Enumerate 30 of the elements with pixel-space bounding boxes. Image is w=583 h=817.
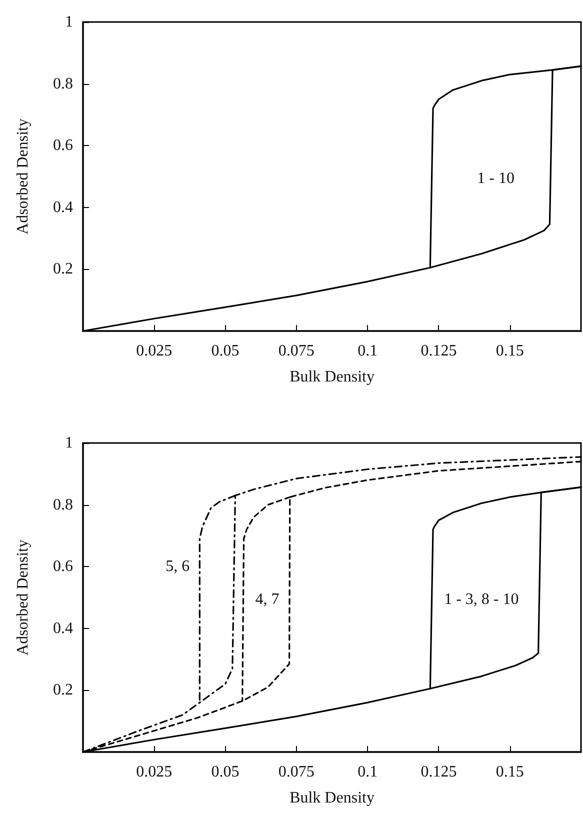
x-axis-title: Bulk Density: [290, 368, 374, 386]
x-tick-label: 0.15: [496, 342, 524, 360]
x-tick-label: 0.125: [420, 764, 457, 780]
x-tick-label: 0.025: [136, 764, 172, 780]
y-axis-title: Adsorbed Density: [14, 540, 32, 656]
annotation: 1 - 3, 8 - 10: [444, 591, 519, 608]
y-tick-label: 0.6: [53, 558, 73, 576]
annotation: 4, 7: [255, 591, 280, 608]
annotation: 5, 6: [166, 558, 190, 576]
x-tick-label: 0.075: [278, 764, 314, 780]
x-tick-label: 0.1: [358, 764, 378, 780]
x-tick-label: 0.15: [496, 764, 524, 780]
y-tick-label: 1: [65, 14, 73, 30]
x-axis-title: Bulk Density: [290, 790, 374, 806]
y-tick-label: 1: [65, 434, 73, 452]
y-axis-title: Adsorbed Density: [14, 118, 32, 234]
x-tick-label: 0.1: [358, 342, 378, 360]
y-tick-label: 0.2: [53, 260, 73, 278]
y-tick-label: 0.4: [53, 198, 73, 216]
x-tick-label: 0.025: [136, 342, 172, 360]
x-tick-label: 0.125: [420, 342, 457, 360]
y-tick-label: 0.6: [53, 137, 73, 154]
y-tick-label: 0.2: [53, 682, 73, 699]
annotation: 1 - 10: [477, 170, 515, 188]
x-tick-label: 0.05: [211, 764, 240, 780]
x-tick-label: 0.075: [278, 342, 314, 360]
x-tick-label: 0.05: [211, 342, 240, 360]
y-tick-label: 0.8: [53, 496, 73, 514]
y-tick-label: 0.4: [53, 620, 73, 637]
y-tick-label: 0.8: [53, 75, 73, 92]
